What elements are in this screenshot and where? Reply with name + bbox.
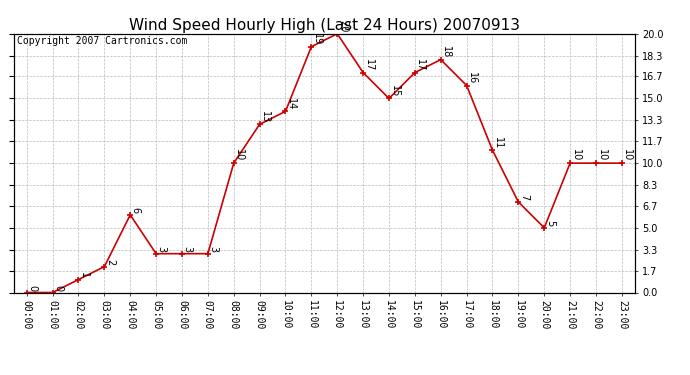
Text: 10: 10 [597,150,607,162]
Title: Wind Speed Hourly High (Last 24 Hours) 20070913: Wind Speed Hourly High (Last 24 Hours) 2… [129,18,520,33]
Text: 11: 11 [493,136,503,149]
Text: 1: 1 [79,272,89,278]
Text: 14: 14 [286,98,296,110]
Text: 13: 13 [260,111,270,123]
Text: 10: 10 [571,150,581,162]
Text: Copyright 2007 Cartronics.com: Copyright 2007 Cartronics.com [17,36,187,46]
Text: 7: 7 [519,194,529,201]
Text: 0: 0 [53,285,63,291]
Text: 0: 0 [28,285,37,291]
Text: 10: 10 [622,150,633,162]
Text: 18: 18 [442,46,451,58]
Text: 3: 3 [208,246,219,252]
Text: 3: 3 [157,246,167,252]
Text: 2: 2 [105,259,115,265]
Text: 10: 10 [235,150,244,162]
Text: 5: 5 [545,220,555,226]
Text: 16: 16 [467,72,477,84]
Text: 15: 15 [390,85,400,97]
Text: 20: 20 [338,20,348,32]
Text: 17: 17 [364,59,374,71]
Text: 6: 6 [131,207,141,213]
Text: 17: 17 [415,59,426,71]
Text: 19: 19 [312,33,322,45]
Text: 3: 3 [183,246,193,252]
